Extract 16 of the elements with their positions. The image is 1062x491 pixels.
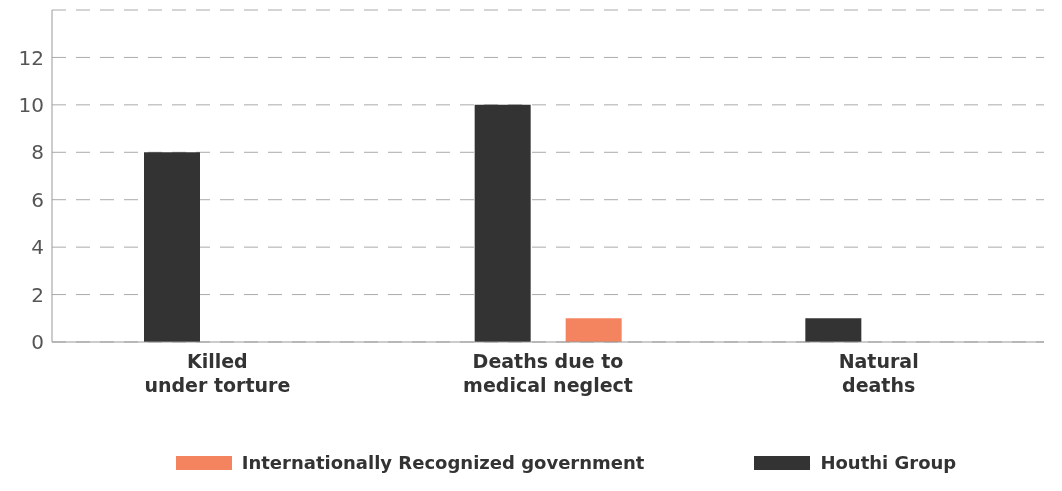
- y-tick-label: 12: [18, 45, 44, 70]
- legend-label: Internationally Recognized government: [241, 452, 645, 473]
- x-tick-label: Killed under torture: [144, 350, 291, 396]
- y-tick-label: 10: [18, 92, 44, 117]
- y-tick-label: 0: [31, 330, 44, 355]
- bar: [474, 104, 531, 342]
- y-tick-label: 4: [31, 235, 44, 260]
- y-tick-label: 8: [31, 140, 44, 165]
- y-tick-label: 2: [31, 282, 44, 307]
- x-tick-label: Natural deaths: [838, 350, 919, 396]
- bar: [805, 318, 862, 342]
- bar: [144, 152, 200, 342]
- y-tick-label: 6: [31, 187, 44, 212]
- x-tick-label: Deaths due to medical neglect: [463, 350, 633, 396]
- bar: [565, 318, 622, 342]
- legend-label: Houthi Group: [820, 452, 957, 473]
